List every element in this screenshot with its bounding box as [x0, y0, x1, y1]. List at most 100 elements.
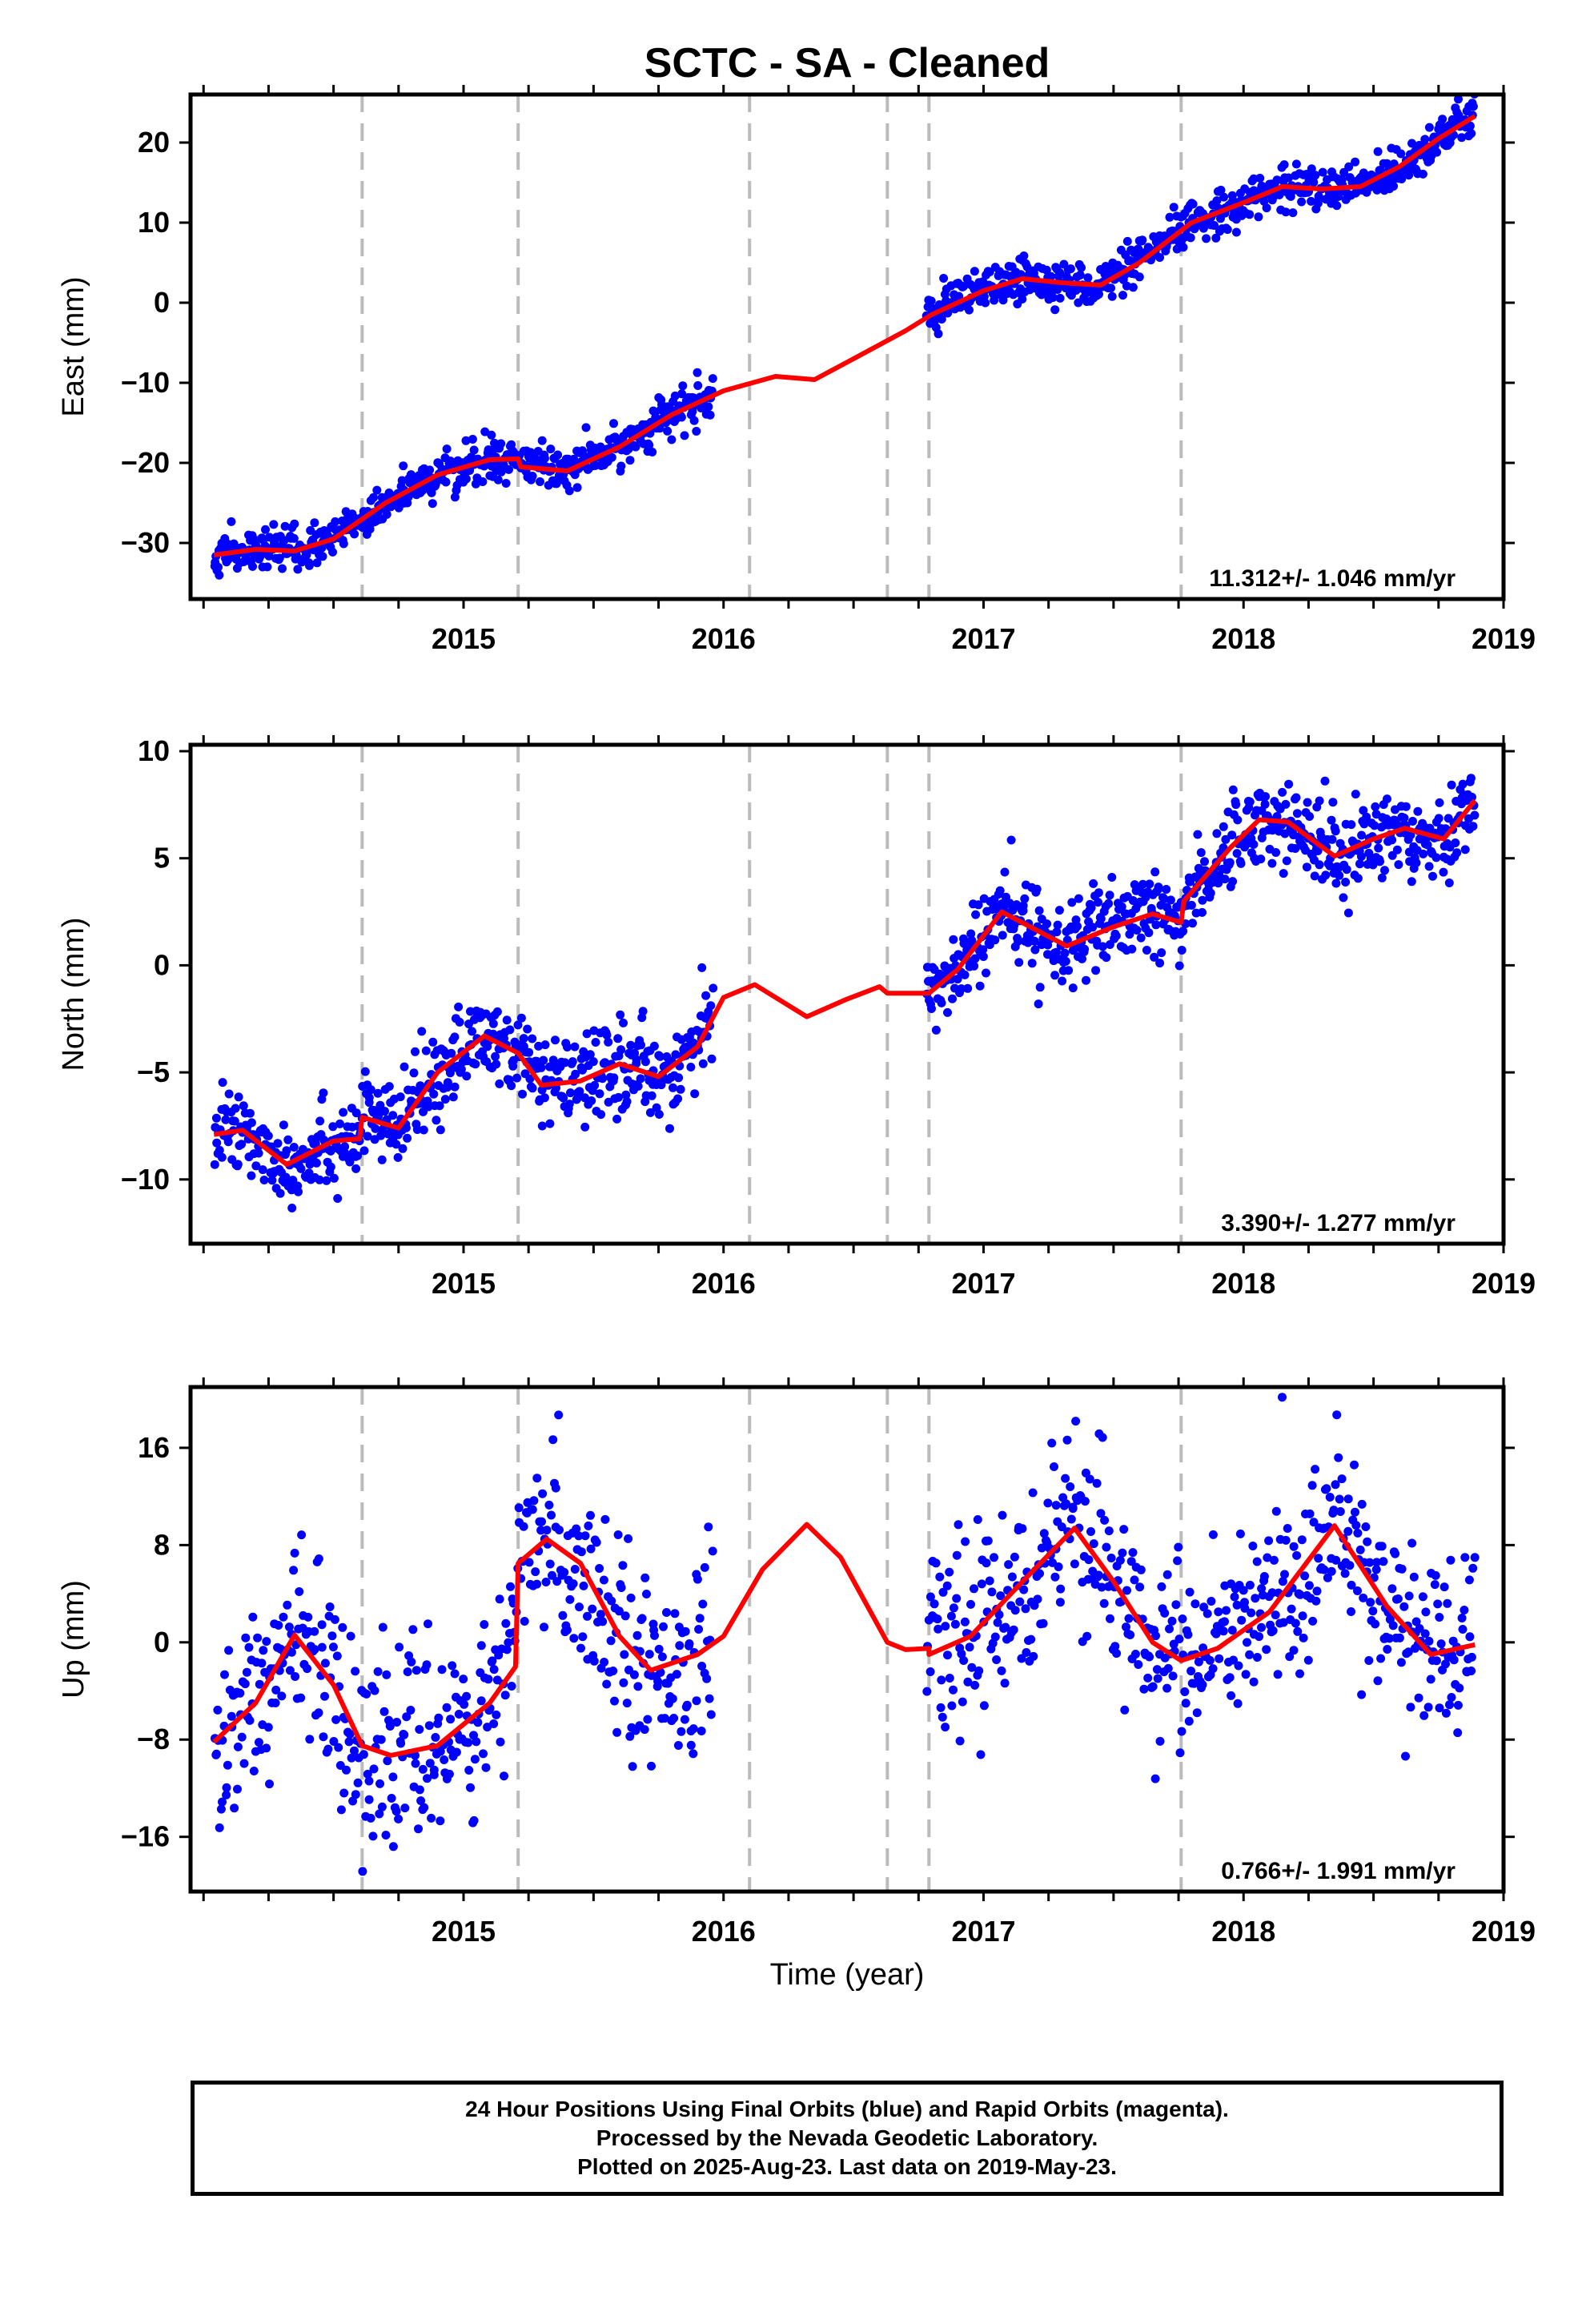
- east-data-point: [970, 267, 979, 276]
- up-data-point: [255, 1679, 264, 1689]
- up-data-point: [1406, 1703, 1415, 1712]
- east-y-tick-label: −20: [121, 446, 170, 479]
- up-data-point: [290, 1548, 299, 1558]
- north-data-point: [412, 1125, 422, 1134]
- x-axis-label: Time (year): [770, 1958, 925, 1992]
- up-data-point: [1214, 1607, 1223, 1617]
- north-data-point: [428, 1037, 438, 1047]
- up-data-point: [406, 1706, 416, 1715]
- north-data-point: [978, 952, 988, 961]
- up-data-point: [1151, 1631, 1160, 1641]
- east-data-point: [1275, 190, 1284, 199]
- figure-title: SCTC - SA - Cleaned: [644, 40, 1050, 86]
- north-data-point: [1387, 835, 1397, 845]
- up-data-point: [265, 1779, 274, 1789]
- east-data-point: [1055, 293, 1065, 303]
- north-data-point: [1127, 944, 1137, 954]
- up-data-point: [1371, 1619, 1380, 1629]
- up-data-point: [1047, 1438, 1057, 1448]
- north-data-point: [931, 1025, 941, 1035]
- up-data-point: [1334, 1453, 1343, 1462]
- up-data-point: [1098, 1433, 1107, 1442]
- up-data-point: [403, 1667, 412, 1677]
- up-data-point: [381, 1831, 391, 1839]
- up-data-point: [484, 1675, 493, 1684]
- up-data-point: [420, 1803, 429, 1812]
- up-data-point: [1311, 1465, 1320, 1474]
- up-data-point: [1335, 1507, 1345, 1516]
- north-data-point: [429, 1089, 439, 1099]
- up-data-point: [973, 1515, 982, 1524]
- up-data-point: [460, 1699, 469, 1709]
- up-data-point: [213, 1705, 223, 1715]
- up-data-point: [1397, 1564, 1407, 1574]
- east-data-point: [677, 412, 686, 422]
- up-data-point: [237, 1732, 247, 1742]
- up-data-point: [218, 1797, 227, 1807]
- north-data-point: [1074, 894, 1083, 903]
- north-data-point: [1117, 902, 1126, 911]
- up-data-point: [578, 1632, 588, 1642]
- north-data-point: [1000, 867, 1010, 877]
- up-data-point: [1312, 1586, 1322, 1596]
- up-data-point: [375, 1809, 384, 1819]
- north-data-point: [686, 1063, 696, 1072]
- up-data-point: [350, 1746, 359, 1755]
- up-data-point: [949, 1685, 958, 1695]
- north-data-point: [560, 1058, 570, 1068]
- north-data-point: [1315, 796, 1324, 806]
- north-data-point: [602, 1031, 612, 1039]
- north-data-point: [1370, 821, 1379, 830]
- north-data-point: [638, 1007, 648, 1016]
- up-data-point: [935, 1572, 945, 1582]
- up-data-point: [310, 1645, 319, 1655]
- up-data-point: [657, 1652, 667, 1662]
- north-data-point: [491, 1051, 500, 1061]
- up-data-point: [545, 1559, 555, 1569]
- up-data-point: [974, 1666, 984, 1675]
- up-data-point: [938, 1712, 947, 1722]
- north-data-point: [1035, 983, 1045, 992]
- up-data-point: [1252, 1557, 1262, 1566]
- up-data-point: [274, 1621, 283, 1630]
- up-data-point: [429, 1770, 439, 1779]
- up-data-point: [938, 1587, 948, 1597]
- north-data-point: [709, 983, 718, 993]
- up-data-point: [1152, 1665, 1162, 1675]
- up-data-point: [950, 1619, 960, 1629]
- up-data-point: [1001, 1622, 1010, 1632]
- up-data-point: [479, 1749, 488, 1759]
- east-data-point: [1042, 265, 1051, 275]
- north-data-point: [283, 1135, 293, 1144]
- east-data-point: [1055, 267, 1065, 277]
- up-data-point: [1097, 1582, 1106, 1592]
- up-data-point: [1145, 1652, 1154, 1662]
- north-data-point: [328, 1122, 338, 1132]
- east-data-point: [1178, 243, 1188, 252]
- north-data-point: [1408, 817, 1417, 826]
- east-data-point: [939, 274, 949, 283]
- up-data-point: [431, 1733, 440, 1742]
- north-data-point: [1089, 879, 1098, 888]
- up-data-point: [544, 1500, 554, 1510]
- north-data-point: [1419, 849, 1428, 858]
- east-data-point: [1418, 169, 1427, 179]
- north-data-point: [366, 1085, 375, 1095]
- east-data-point: [1202, 234, 1211, 243]
- up-data-point: [608, 1667, 618, 1675]
- up-data-point: [677, 1727, 686, 1736]
- east-data-point: [1424, 123, 1434, 132]
- north-data-point: [1392, 845, 1402, 854]
- up-data-point: [402, 1712, 412, 1722]
- up-data-point: [946, 1611, 956, 1621]
- up-data-point: [1460, 1553, 1470, 1562]
- north-data-point: [616, 1010, 625, 1019]
- up-data-point: [411, 1751, 420, 1760]
- up-data-point: [1233, 1699, 1243, 1708]
- north-data-point: [1399, 813, 1409, 822]
- north-data-point: [1125, 930, 1134, 939]
- up-data-point: [993, 1618, 1002, 1627]
- north-data-point: [1145, 879, 1154, 889]
- up-data-point: [359, 1750, 368, 1759]
- up-data-point: [1407, 1538, 1417, 1548]
